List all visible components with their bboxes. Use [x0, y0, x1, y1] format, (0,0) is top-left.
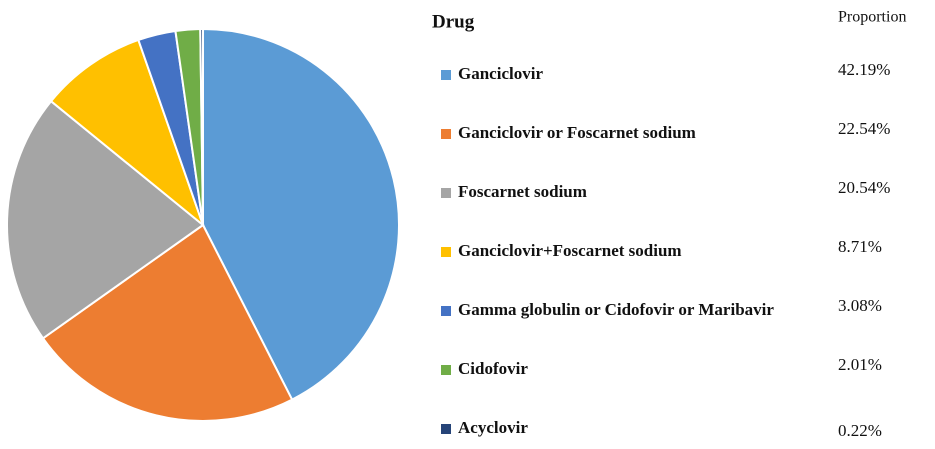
- legend-label: Gamma globulin or Cidofovir or Maribavir: [458, 300, 774, 319]
- legend-title: Drug: [432, 11, 475, 32]
- value-label: 8.71%: [838, 237, 882, 256]
- value-label: 2.01%: [838, 355, 882, 374]
- pie-slice: [199, 27, 204, 226]
- value-label: 22.54%: [838, 119, 890, 138]
- legend-swatch: [441, 306, 451, 316]
- value-label: 42.19%: [838, 60, 890, 79]
- legend-swatch: [441, 70, 451, 80]
- pie-slice: [202, 27, 400, 401]
- pie-slice: [41, 223, 294, 422]
- legend-label: Foscarnet sodium: [458, 182, 587, 201]
- legend-label: Acyclovir: [458, 418, 528, 437]
- legend-label: Cidofovir: [458, 359, 528, 378]
- legend-label: Ganciclovir: [458, 64, 543, 83]
- pie-slice: [6, 99, 205, 340]
- legend-label: Ganciclovir+Foscarnet sodium: [458, 241, 682, 260]
- legend-swatch: [441, 424, 451, 434]
- pie-slice: [49, 38, 206, 229]
- legend-label: Ganciclovir or Foscarnet sodium: [458, 123, 696, 142]
- legend-swatch: [441, 129, 451, 139]
- legend-swatch: [441, 365, 451, 375]
- value-label: 3.08%: [838, 296, 882, 315]
- value-label: 0.22%: [838, 421, 882, 440]
- legend-swatch: [441, 247, 451, 257]
- value-label: 20.54%: [838, 178, 890, 197]
- value-header: Proportion: [838, 9, 906, 26]
- legend-swatch: [441, 188, 451, 198]
